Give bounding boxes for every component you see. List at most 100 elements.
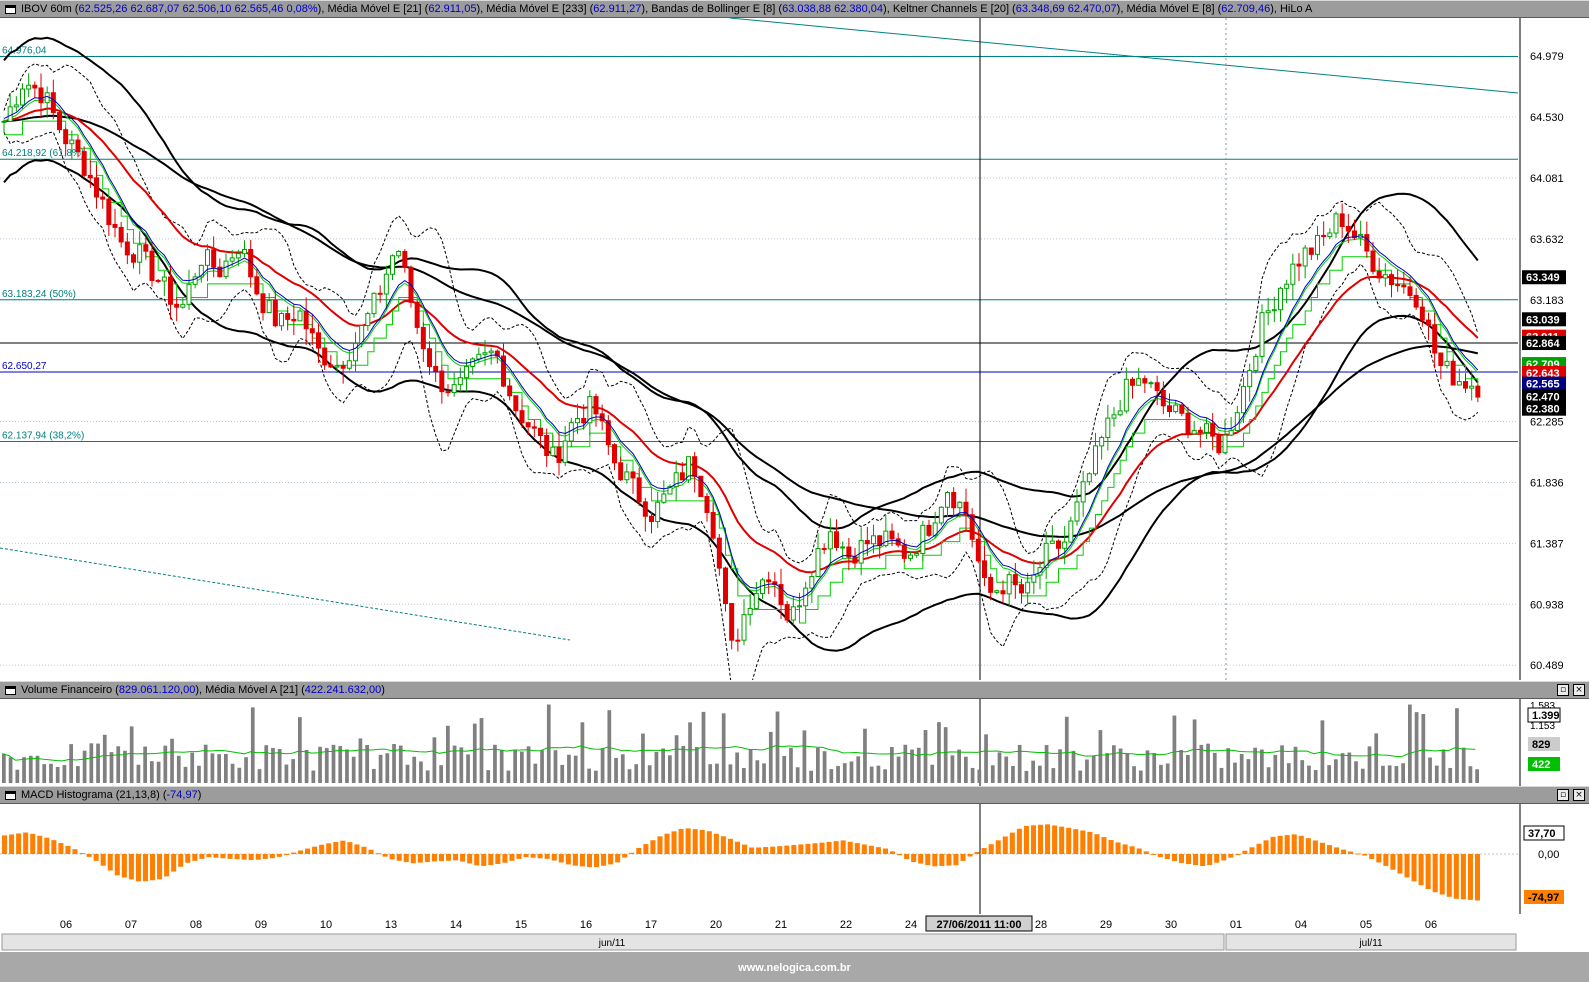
indicator-name[interactable]: Volume Financeiro	[21, 684, 113, 696]
volume-bar	[1421, 713, 1426, 783]
candle	[692, 451, 698, 493]
candle	[938, 506, 944, 526]
macd-bar	[911, 854, 917, 863]
macd-bar	[403, 854, 409, 863]
indicator-name[interactable]: Média Móvel E [233]	[486, 3, 587, 15]
candle	[1086, 472, 1092, 486]
pane-icon[interactable]	[5, 4, 16, 14]
indicator-name[interactable]: IBOV 60m	[21, 3, 72, 15]
candle-body	[1432, 324, 1438, 354]
candle	[124, 232, 130, 265]
volume-bar	[614, 757, 618, 783]
volume-bar	[1212, 752, 1217, 783]
volume-bar	[890, 747, 894, 783]
indicator-name[interactable]: Média Móvel E [8]	[1126, 3, 1215, 15]
candle	[982, 546, 987, 587]
indicator-name[interactable]: Média Móvel A [21]	[205, 684, 299, 696]
candle-body	[686, 456, 691, 481]
indicator-name[interactable]: Keltner Channels E [20]	[892, 3, 1009, 15]
candle	[223, 253, 229, 280]
indicator-name[interactable]: HiLo A	[1279, 3, 1313, 15]
volume-bar	[1340, 753, 1345, 783]
candle-body	[1006, 574, 1012, 595]
volume-bar	[923, 730, 928, 783]
volume-bar	[1354, 761, 1358, 783]
restore-button[interactable]: ▫	[1557, 789, 1569, 801]
candle-body	[1345, 226, 1351, 232]
candle-body	[1302, 247, 1308, 267]
indicator-value: 62.911,27	[593, 3, 642, 15]
candle-body	[618, 462, 624, 481]
candle-body	[1278, 287, 1283, 311]
macd-bar	[453, 854, 459, 861]
candle	[205, 244, 210, 282]
macd-bar	[128, 854, 134, 880]
candle-body	[550, 446, 556, 456]
close-button[interactable]: ×	[1573, 789, 1585, 801]
indicator-name[interactable]: Bandas de Bollinger E [8]	[651, 3, 776, 15]
candle-body	[1, 120, 7, 123]
footer-url[interactable]: www.nelogica.com.br	[738, 962, 851, 974]
candle-body	[112, 223, 118, 228]
candle	[587, 390, 593, 436]
candle-body	[821, 548, 827, 551]
volume-bar	[405, 764, 410, 783]
close-button[interactable]: ×	[1573, 684, 1585, 696]
candle-body	[1241, 386, 1246, 414]
macd-bar	[150, 854, 156, 881]
price-chart[interactable]: 64.979 64.530 64.081 63.632 63.183 62.285 61.8…	[0, 18, 1589, 680]
candle-body	[1308, 247, 1314, 255]
candle	[1117, 399, 1123, 417]
volume-bar	[1260, 749, 1264, 783]
candle-body	[803, 587, 809, 607]
volume-bar	[1286, 763, 1291, 783]
candle	[827, 518, 833, 565]
macd-bar	[368, 849, 374, 854]
indicator-name[interactable]: MACD Histograma (21,13,8)	[21, 789, 160, 801]
candle-body	[57, 112, 62, 131]
volume-bar	[1091, 755, 1096, 783]
candle	[926, 519, 932, 538]
pane-icon[interactable]	[5, 790, 16, 800]
macd-bar	[1023, 825, 1029, 854]
macd-bar	[171, 854, 177, 872]
candle	[1000, 580, 1006, 605]
restore-button[interactable]: ▫	[1557, 684, 1569, 696]
indicator-value: -74,97	[166, 789, 198, 801]
macd-bar	[826, 841, 832, 854]
pane-icon[interactable]	[5, 685, 16, 695]
candle-body	[50, 92, 56, 114]
macd-bar	[1143, 851, 1149, 854]
candle	[1444, 345, 1450, 369]
macd-bar	[1045, 824, 1051, 854]
candle	[439, 365, 445, 404]
candle	[303, 297, 309, 345]
volume-bar	[1011, 765, 1015, 783]
date-tick-label: 08	[190, 919, 202, 931]
macd-bar	[523, 854, 529, 858]
macd-bar	[305, 848, 311, 854]
macd-bar	[995, 840, 1001, 854]
candle-body	[451, 384, 457, 394]
macd-bar	[988, 844, 994, 854]
indicator-name[interactable]: Média Móvel E [21]	[327, 3, 422, 15]
macd-bar	[1355, 853, 1361, 855]
macd-bar	[706, 831, 712, 854]
macd-bar	[509, 854, 515, 861]
candle-body	[1019, 584, 1024, 594]
macd-bar	[1059, 826, 1065, 854]
volume-bar	[1300, 760, 1305, 783]
candle	[809, 571, 815, 604]
date-tick-label: 06	[1425, 919, 1437, 931]
volume-bar	[1387, 765, 1392, 783]
candle	[20, 83, 25, 109]
candle-body	[1339, 213, 1345, 228]
candle	[482, 340, 488, 366]
candle	[371, 292, 377, 318]
macd-bar	[875, 847, 881, 854]
candle	[636, 467, 642, 506]
macd-chart[interactable]: 0,00 37,70 -74,97	[0, 804, 1589, 914]
macd-bar	[23, 832, 29, 854]
candle-body	[1253, 355, 1259, 372]
